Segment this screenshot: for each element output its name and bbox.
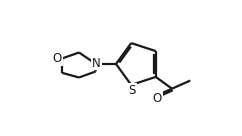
Text: N: N: [92, 56, 101, 69]
Text: O: O: [53, 52, 62, 65]
Text: S: S: [129, 84, 136, 97]
Text: O: O: [153, 92, 162, 105]
